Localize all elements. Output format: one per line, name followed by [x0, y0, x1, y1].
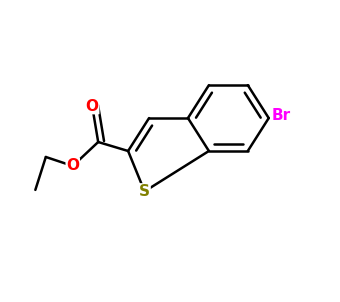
Text: Br: Br	[272, 108, 291, 123]
Text: O: O	[66, 159, 79, 173]
Text: S: S	[139, 184, 150, 199]
Text: O: O	[86, 99, 99, 114]
